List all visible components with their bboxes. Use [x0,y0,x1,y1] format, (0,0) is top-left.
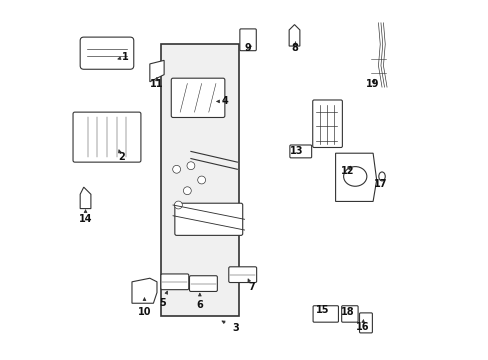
PathPatch shape [288,24,299,46]
Text: 4: 4 [221,96,228,107]
Text: 3: 3 [232,323,239,333]
Ellipse shape [183,187,191,195]
Text: 1: 1 [121,52,128,62]
Bar [160,44,239,316]
FancyBboxPatch shape [341,306,357,322]
FancyBboxPatch shape [80,37,134,69]
Ellipse shape [172,165,180,173]
PathPatch shape [335,153,376,202]
Ellipse shape [174,201,182,209]
PathPatch shape [80,187,91,208]
Ellipse shape [378,172,385,181]
Text: 6: 6 [196,300,203,310]
Text: 16: 16 [355,322,368,332]
FancyBboxPatch shape [289,145,311,158]
Text: 7: 7 [248,282,255,292]
Text: 10: 10 [138,307,151,317]
FancyBboxPatch shape [312,306,338,322]
FancyBboxPatch shape [359,313,372,333]
Text: 19: 19 [366,78,379,89]
Text: 8: 8 [290,43,297,53]
FancyBboxPatch shape [171,78,224,117]
PathPatch shape [149,60,164,82]
Text: 18: 18 [341,307,354,317]
Text: 14: 14 [79,214,92,224]
FancyBboxPatch shape [312,100,342,148]
FancyBboxPatch shape [189,276,217,292]
FancyBboxPatch shape [73,112,141,162]
FancyBboxPatch shape [228,267,256,283]
Ellipse shape [197,176,205,184]
Text: 5: 5 [159,298,165,308]
FancyBboxPatch shape [175,203,242,235]
Text: 17: 17 [373,179,386,189]
Text: 11: 11 [150,78,163,89]
PathPatch shape [132,278,157,303]
Text: 12: 12 [341,166,354,176]
FancyBboxPatch shape [240,29,256,51]
Text: 9: 9 [244,43,251,53]
Ellipse shape [343,167,366,186]
Text: 2: 2 [118,152,124,162]
FancyBboxPatch shape [161,274,188,290]
Text: 15: 15 [316,305,329,315]
Ellipse shape [186,162,194,170]
Text: 13: 13 [289,147,303,157]
